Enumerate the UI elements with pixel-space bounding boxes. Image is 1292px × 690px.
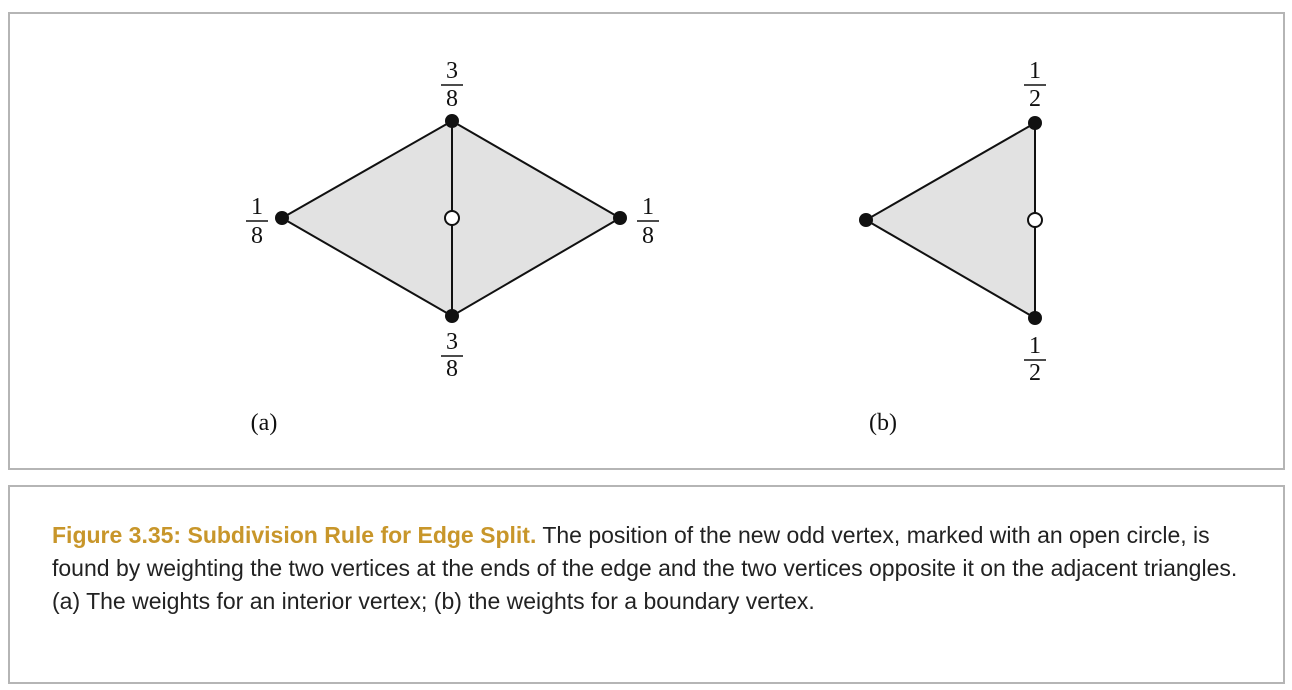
weight-numerator: 1	[1029, 58, 1041, 84]
weight-denominator: 8	[251, 223, 263, 249]
weight-numerator: 3	[446, 329, 458, 355]
weight-denominator: 8	[642, 223, 654, 249]
panel-b-weight-top: 1 2	[1024, 58, 1046, 112]
panel-a-right-vertex	[613, 211, 627, 225]
panel-a-left-vertex	[275, 211, 289, 225]
figure-panel: 3 8 3 8 1 8 1 8 (a)	[8, 12, 1285, 470]
weight-denominator: 2	[1029, 86, 1041, 112]
weight-numerator: 1	[1029, 333, 1041, 359]
caption-body: The position of the new odd vertex, mark…	[52, 522, 1238, 614]
panel-b-left-vertex	[859, 213, 873, 227]
panel-b-label: (b)	[869, 410, 897, 436]
panel-a-top-vertex	[445, 114, 459, 128]
weight-numerator: 1	[251, 194, 263, 220]
panel-a-odd-vertex	[444, 210, 460, 226]
panel-a-weight-bottom: 3 8	[441, 329, 463, 382]
caption-panel: Figure 3.35: Subdivision Rule for Edge S…	[8, 485, 1285, 684]
weight-denominator: 2	[1029, 360, 1041, 386]
weight-denominator: 8	[446, 356, 458, 382]
weight-denominator: 8	[446, 86, 458, 112]
panel-b-bottom-vertex	[1028, 311, 1042, 325]
weight-numerator: 3	[446, 58, 458, 84]
weight-numerator: 1	[642, 194, 654, 220]
panel-a-weight-left: 1 8	[246, 194, 268, 249]
panel-b-top-vertex	[1028, 116, 1042, 130]
panel-b-odd-vertex	[1027, 212, 1043, 228]
panel-b-weight-bottom: 1 2	[1024, 333, 1046, 386]
panel-a-weight-right: 1 8	[637, 194, 659, 249]
figure-caption: Figure 3.35: Subdivision Rule for Edge S…	[52, 519, 1252, 618]
panel-a-weight-top: 3 8	[441, 58, 463, 112]
panel-b-diagram: 1 2 1 2 (b)	[859, 58, 1046, 436]
panel-a-diagram: 3 8 3 8 1 8 1 8 (a)	[246, 58, 659, 436]
panel-a-bottom-vertex	[445, 309, 459, 323]
panel-b-triangle	[863, 121, 1036, 320]
panel-a-label: (a)	[251, 410, 278, 436]
subdivision-diagram: 3 8 3 8 1 8 1 8 (a)	[246, 58, 1046, 436]
caption-title: Figure 3.35: Subdivision Rule for Edge S…	[52, 522, 537, 548]
